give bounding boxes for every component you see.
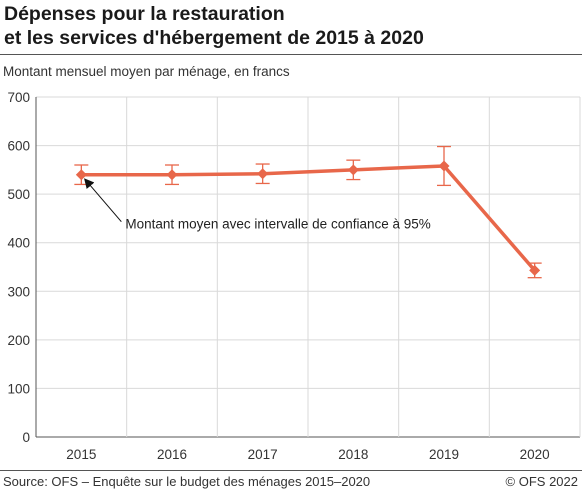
y-tick-label: 400 — [7, 236, 30, 251]
x-tick-label: 2016 — [157, 447, 187, 462]
y-tick-label: 500 — [7, 187, 30, 202]
y-tick-label: 300 — [7, 284, 30, 299]
chart-title-line-2: et les services d'hébergement de 2015 à … — [4, 27, 424, 49]
data-point — [529, 264, 541, 276]
y-axis-label: Montant mensuel moyen par ménage, en fra… — [3, 64, 290, 79]
y-tick-label: 100 — [7, 381, 30, 396]
data-point — [438, 160, 450, 172]
x-tick-label: 2017 — [248, 447, 278, 462]
copyright-note: © OFS 2022 — [505, 474, 578, 489]
y-tick-label: 200 — [7, 333, 30, 348]
data-point — [75, 169, 87, 181]
title-divider — [0, 54, 582, 55]
x-tick-label: 2020 — [520, 447, 550, 462]
y-tick-label: 0 — [22, 430, 30, 445]
data-point — [166, 169, 178, 181]
y-tick-label: 600 — [7, 139, 30, 154]
annotation-arrow — [84, 178, 122, 223]
x-tick-label: 2019 — [429, 447, 459, 462]
annotation-label: Montant moyen avec intervalle de confian… — [125, 217, 430, 232]
source-note: Source: OFS – Enquête sur le budget des … — [3, 474, 371, 489]
x-tick-label: 2015 — [66, 447, 96, 462]
x-tick-label: 2018 — [338, 447, 368, 462]
data-point — [257, 168, 269, 180]
data-point — [347, 164, 359, 176]
footer-divider — [0, 470, 582, 471]
chart-title-line-1: Dépenses pour la restauration — [4, 3, 285, 25]
series-line — [81, 164, 536, 272]
y-tick-label: 700 — [7, 90, 30, 105]
chart-title: Dépenses pour la restauration et les ser… — [4, 2, 424, 50]
